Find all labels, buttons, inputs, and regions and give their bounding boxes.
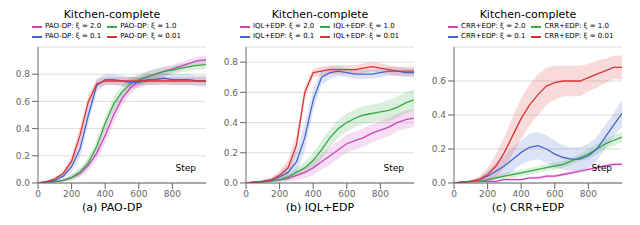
html-text:(b) IQL+EDP: (b) IQL+EDP — [285, 201, 355, 214]
svg-text:0.6: 0.6 — [432, 76, 447, 86]
svg-text:0.0: 0.0 — [16, 178, 31, 188]
html-text:IQL+EDP: ξ = 0.01: IQL+EDP: ξ = 0.01 — [333, 32, 400, 40]
html-text:(c) CRR+EDP: (c) CRR+EDP — [491, 201, 565, 214]
svg-text:0.6: 0.6 — [16, 97, 31, 107]
svg-text:0.8: 0.8 — [224, 57, 239, 67]
svg-text:0.2: 0.2 — [16, 151, 30, 161]
svg-text:0.0: 0.0 — [224, 178, 239, 188]
html-text:Step: Step — [383, 163, 404, 174]
svg-text:400: 400 — [513, 189, 530, 199]
svg-text:200: 200 — [479, 189, 496, 199]
svg-text:0.4: 0.4 — [224, 118, 239, 128]
html-text:IQL+EDP: ξ = 1.0: IQL+EDP: ξ = 1.0 — [333, 22, 395, 30]
html-text:CRR+EDP: ξ = 1.0: CRR+EDP: ξ = 1.0 — [544, 22, 609, 30]
svg-text:600: 600 — [130, 189, 147, 199]
svg-text:0.2: 0.2 — [432, 144, 446, 154]
svg-text:0.6: 0.6 — [224, 88, 239, 98]
svg-text:200: 200 — [271, 189, 288, 199]
svg-text:600: 600 — [546, 189, 563, 199]
html-text:(a) PAO-DP: (a) PAO-DP — [81, 201, 143, 214]
html-text:IQL+EDP: ξ = 2.0: IQL+EDP: ξ = 2.0 — [253, 22, 315, 30]
svg-text:0.4: 0.4 — [432, 110, 447, 120]
svg-text:0.2: 0.2 — [224, 148, 238, 158]
html-text:PAO-DP: ξ = 1.0: PAO-DP: ξ = 1.0 — [120, 22, 177, 30]
svg-text:0.8: 0.8 — [16, 69, 31, 79]
html-text:CRR+EDP: ξ = 0.01: CRR+EDP: ξ = 0.01 — [544, 32, 614, 40]
svg-text:800: 800 — [164, 189, 181, 199]
html-text:Kitchen-complete: Kitchen-complete — [271, 8, 369, 21]
html-text:PAO-DP: ξ = 0.01: PAO-DP: ξ = 0.01 — [120, 32, 181, 40]
html-text:PAO-DP: ξ = 0.1: PAO-DP: ξ = 0.1 — [45, 32, 102, 40]
html-text:Step: Step — [591, 163, 612, 174]
html-text:PAO-DP: ξ = 2.0: PAO-DP: ξ = 2.0 — [45, 22, 102, 30]
svg-text:0.4: 0.4 — [16, 124, 31, 134]
svg-text:0: 0 — [451, 189, 457, 199]
html-text:CRR+EDP: ξ = 2.0: CRR+EDP: ξ = 2.0 — [461, 22, 526, 30]
svg-text:0: 0 — [243, 189, 249, 199]
svg-text:400: 400 — [305, 189, 322, 199]
svg-text:0: 0 — [35, 189, 41, 199]
svg-text:400: 400 — [97, 189, 114, 199]
html-text:Kitchen-complete: Kitchen-complete — [63, 8, 161, 21]
html-text:Kitchen-complete: Kitchen-complete — [479, 8, 577, 21]
html-text:IQL+EDP: ξ = 0.1: IQL+EDP: ξ = 0.1 — [253, 32, 315, 40]
svg-text:600: 600 — [338, 189, 355, 199]
html-text:Step: Step — [175, 163, 196, 174]
svg-text:800: 800 — [372, 189, 389, 199]
svg-text:200: 200 — [63, 189, 80, 199]
svg-text:0.0: 0.0 — [432, 178, 447, 188]
svg-text:800: 800 — [580, 189, 597, 199]
html-text:CRR+EDP: ξ = 0.1: CRR+EDP: ξ = 0.1 — [461, 32, 526, 40]
